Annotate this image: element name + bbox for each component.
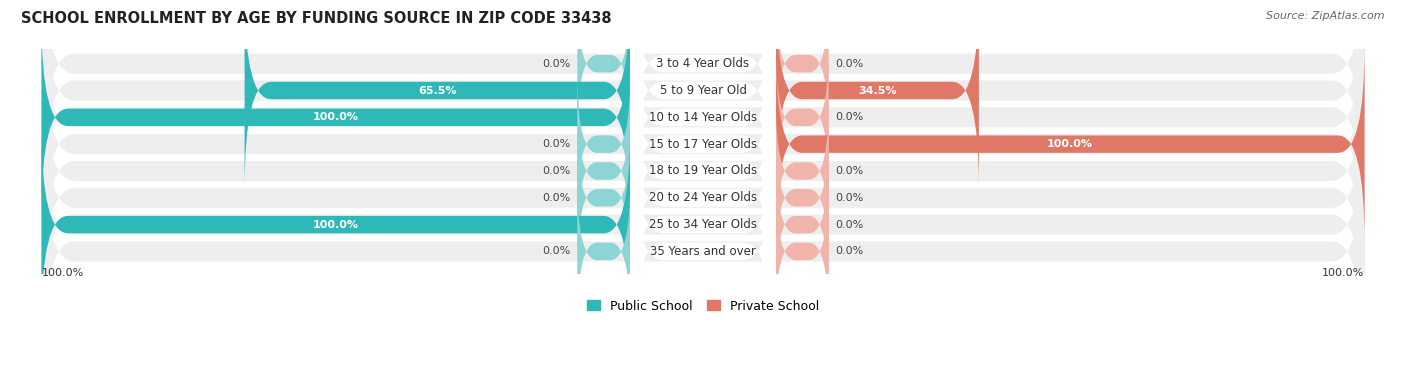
FancyBboxPatch shape [41, 47, 1365, 295]
FancyBboxPatch shape [776, 0, 979, 189]
FancyBboxPatch shape [41, 74, 1365, 322]
Text: 0.0%: 0.0% [543, 193, 571, 203]
FancyBboxPatch shape [776, 46, 1365, 243]
FancyBboxPatch shape [776, 126, 828, 270]
FancyBboxPatch shape [630, 72, 776, 323]
Text: 18 to 19 Year Olds: 18 to 19 Year Olds [650, 164, 756, 178]
Text: 0.0%: 0.0% [835, 220, 863, 230]
Text: 34.5%: 34.5% [858, 86, 897, 95]
FancyBboxPatch shape [776, 99, 828, 243]
Text: Source: ZipAtlas.com: Source: ZipAtlas.com [1267, 11, 1385, 21]
FancyBboxPatch shape [578, 72, 630, 216]
FancyBboxPatch shape [41, 126, 630, 323]
Text: 5 to 9 Year Old: 5 to 9 Year Old [659, 84, 747, 97]
FancyBboxPatch shape [776, 180, 828, 323]
Text: 25 to 34 Year Olds: 25 to 34 Year Olds [650, 218, 756, 231]
Text: 0.0%: 0.0% [543, 166, 571, 176]
FancyBboxPatch shape [245, 0, 630, 189]
FancyBboxPatch shape [41, 0, 1365, 241]
FancyBboxPatch shape [776, 0, 828, 135]
FancyBboxPatch shape [41, 101, 1365, 349]
Text: 0.0%: 0.0% [543, 59, 571, 69]
Legend: Public School, Private School: Public School, Private School [582, 294, 824, 317]
FancyBboxPatch shape [41, 0, 1365, 188]
Text: 20 to 24 Year Olds: 20 to 24 Year Olds [650, 191, 756, 204]
FancyBboxPatch shape [776, 153, 828, 296]
Text: 0.0%: 0.0% [543, 247, 571, 256]
FancyBboxPatch shape [630, 0, 776, 243]
FancyBboxPatch shape [41, 20, 1365, 268]
FancyBboxPatch shape [776, 46, 828, 189]
Text: 100.0%: 100.0% [41, 268, 84, 278]
FancyBboxPatch shape [41, 19, 630, 216]
Text: 100.0%: 100.0% [1047, 139, 1092, 149]
FancyBboxPatch shape [630, 19, 776, 270]
Text: 65.5%: 65.5% [418, 86, 457, 95]
Text: 100.0%: 100.0% [314, 112, 359, 122]
FancyBboxPatch shape [578, 126, 630, 270]
Text: 0.0%: 0.0% [835, 59, 863, 69]
FancyBboxPatch shape [630, 126, 776, 377]
Text: 0.0%: 0.0% [835, 193, 863, 203]
FancyBboxPatch shape [630, 46, 776, 296]
FancyBboxPatch shape [41, 0, 1365, 215]
Text: 0.0%: 0.0% [543, 139, 571, 149]
Text: 10 to 14 Year Olds: 10 to 14 Year Olds [650, 111, 756, 124]
Text: 100.0%: 100.0% [314, 220, 359, 230]
Text: 3 to 4 Year Olds: 3 to 4 Year Olds [657, 57, 749, 70]
Text: 15 to 17 Year Olds: 15 to 17 Year Olds [650, 138, 756, 151]
Text: 0.0%: 0.0% [835, 112, 863, 122]
FancyBboxPatch shape [41, 127, 1365, 375]
FancyBboxPatch shape [578, 0, 630, 135]
FancyBboxPatch shape [578, 99, 630, 243]
FancyBboxPatch shape [630, 99, 776, 350]
FancyBboxPatch shape [578, 180, 630, 323]
FancyBboxPatch shape [630, 0, 776, 216]
FancyBboxPatch shape [630, 0, 776, 189]
Text: 35 Years and over: 35 Years and over [650, 245, 756, 258]
Text: 0.0%: 0.0% [835, 247, 863, 256]
Text: 0.0%: 0.0% [835, 166, 863, 176]
Text: SCHOOL ENROLLMENT BY AGE BY FUNDING SOURCE IN ZIP CODE 33438: SCHOOL ENROLLMENT BY AGE BY FUNDING SOUR… [21, 11, 612, 26]
Text: 100.0%: 100.0% [1322, 268, 1365, 278]
